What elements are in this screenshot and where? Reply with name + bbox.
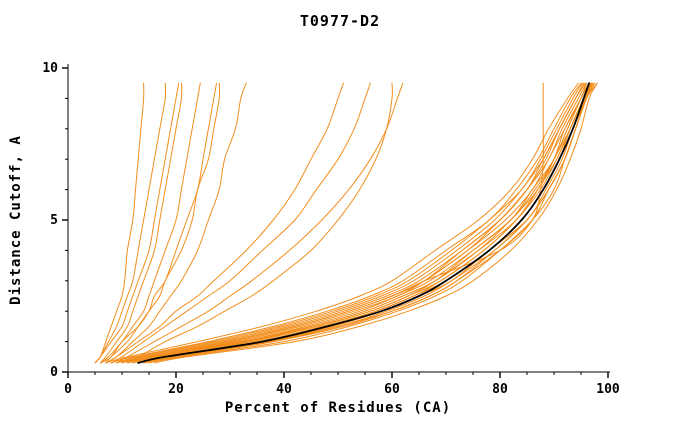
model-curve (110, 82, 582, 364)
x-tick-label: 80 (492, 382, 508, 397)
y-tick-label: 5 (50, 213, 58, 228)
model-curve (94, 82, 145, 364)
model-curve (121, 82, 393, 364)
model-curve (132, 82, 593, 364)
y-tick-label: 0 (50, 365, 58, 380)
model-curve (153, 82, 598, 364)
reference-curve (137, 82, 590, 364)
model-curve (94, 82, 180, 364)
model-curve (121, 82, 587, 364)
model-curve (132, 82, 544, 364)
model-curve (110, 82, 583, 364)
chart-title: T0977-D2 (299, 12, 381, 30)
model-curve (105, 82, 221, 364)
model-curve (105, 82, 344, 364)
x-tick-label: 20 (168, 382, 184, 397)
y-tick-label: 10 (42, 61, 58, 76)
model-curve (143, 82, 595, 364)
x-axis-label: Percent of Residues (CA) (224, 400, 452, 416)
model-curve (110, 82, 371, 364)
model-curve (99, 82, 217, 364)
x-tick-label: 100 (596, 382, 620, 397)
x-tick-label: 40 (276, 382, 292, 397)
model-curve (94, 82, 167, 364)
model-curve (99, 82, 183, 364)
model-curve (105, 82, 579, 364)
x-tick-label: 60 (384, 382, 400, 397)
x-tick-label: 0 (64, 382, 72, 397)
model-curve (105, 82, 247, 364)
